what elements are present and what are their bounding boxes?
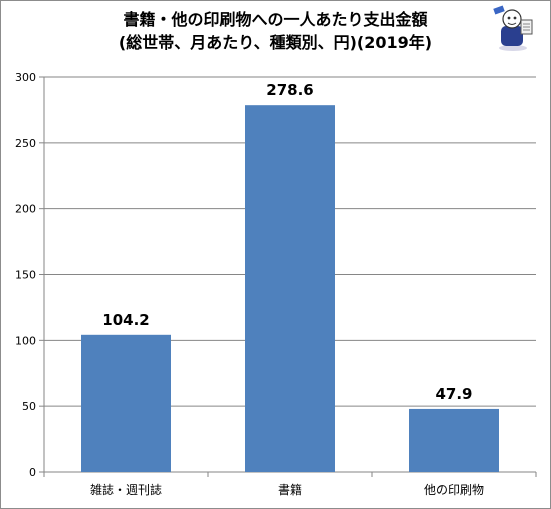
data-labels: 104.2 278.6 47.9	[102, 81, 472, 403]
data-label: 278.6	[266, 81, 313, 99]
y-tick-label: 300	[15, 71, 36, 84]
x-tick-label: 他の印刷物	[424, 483, 484, 497]
y-tick-label: 200	[15, 203, 36, 216]
bar	[81, 334, 171, 472]
y-tick-label: 150	[15, 269, 36, 282]
y-tick-label: 250	[15, 137, 36, 150]
data-label: 47.9	[435, 385, 472, 403]
chart-title: 書籍・他の印刷物への一人あたり支出金額 (総世帯、月あたり、種類別、円)(201…	[0, 8, 551, 54]
bar	[245, 105, 335, 472]
y-tick-label: 0	[29, 466, 36, 479]
bar	[409, 408, 499, 472]
y-tick-labels: 0 50 100 150 200 250 300	[15, 71, 36, 479]
x-tick-labels: 雑誌・週刊誌 書籍 他の印刷物	[90, 482, 484, 497]
mascot-icon	[493, 5, 533, 51]
y-tick-label: 50	[22, 400, 36, 413]
bars	[81, 105, 499, 472]
y-tick-label: 100	[15, 334, 36, 347]
chart-title-line-1: 書籍・他の印刷物への一人あたり支出金額	[123, 10, 428, 29]
data-label: 104.2	[102, 311, 149, 329]
x-tick-label: 書籍	[278, 482, 302, 497]
chart-title-line-2: (総世帯、月あたり、種類別、円)(2019年)	[118, 33, 433, 52]
x-tick-label: 雑誌・週刊誌	[90, 482, 162, 497]
